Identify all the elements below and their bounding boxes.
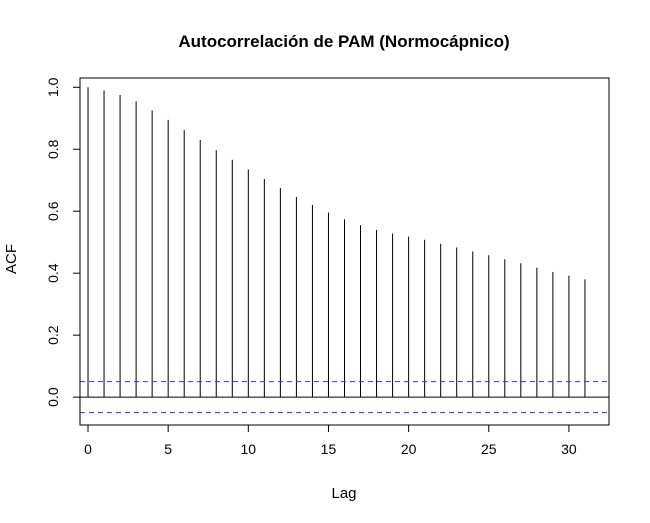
- y-tick-label: 0.4: [45, 263, 61, 283]
- x-tick-label: 5: [164, 441, 172, 457]
- x-tick-label: 25: [481, 441, 497, 457]
- x-tick-label: 20: [401, 441, 417, 457]
- y-tick-label: 0.2: [45, 325, 61, 345]
- acf-bars: [80, 87, 609, 398]
- y-tick-label: 0.0: [45, 387, 61, 407]
- confidence-bounds: [80, 381, 609, 414]
- chart-title: Autocorrelación de PAM (Normocápnico): [178, 32, 509, 51]
- x-axis: 0 5 10 15 20 25 30: [84, 425, 577, 457]
- y-tick-label: 1.0: [45, 77, 61, 97]
- x-tick-label: 10: [241, 441, 257, 457]
- x-axis-label: Lag: [331, 485, 356, 502]
- x-tick-label: 30: [561, 441, 577, 457]
- plot-frame: [79, 77, 610, 426]
- y-tick-label: 0.8: [45, 139, 61, 159]
- y-tick-label: 0.6: [45, 201, 61, 221]
- y-axis: 0.0 0.2 0.4 0.6 0.8 1.0: [45, 77, 80, 407]
- x-tick-label: 15: [321, 441, 337, 457]
- y-axis-label: ACF: [3, 244, 20, 274]
- x-tick-label: 0: [84, 441, 92, 457]
